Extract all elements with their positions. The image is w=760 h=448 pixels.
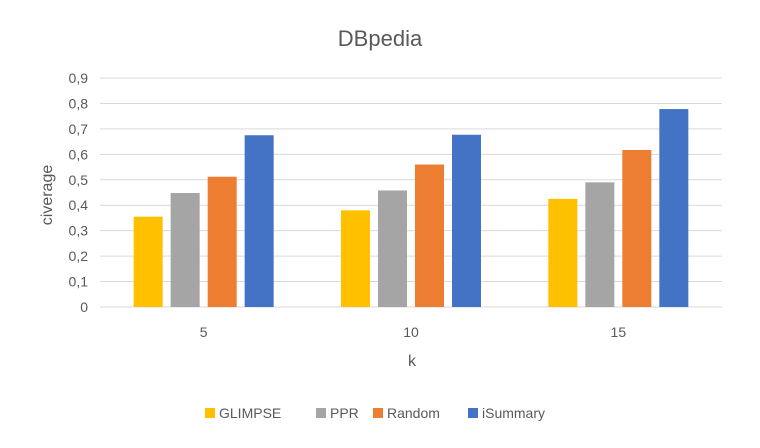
y-tick-label: 0,7: [69, 121, 89, 137]
x-tick-label: 5: [200, 324, 208, 340]
y-tick-label: 0,1: [69, 274, 89, 290]
legend-label: PPR: [330, 405, 359, 421]
y-tick-label: 0,3: [69, 223, 89, 239]
bar-isummary-15: [659, 109, 689, 307]
y-tick-label: 0,8: [69, 95, 89, 111]
bar-glimpse-15: [548, 198, 578, 307]
x-axis-label: k: [408, 353, 417, 370]
y-tick-label: 0,6: [69, 146, 89, 162]
y-tick-label: 0,4: [69, 197, 89, 213]
y-tick-label: 0,9: [69, 70, 89, 86]
y-tick-label: 0,2: [69, 248, 89, 264]
legend-swatch: [316, 408, 326, 418]
bar-ppr-15: [585, 182, 615, 307]
bar-isummary-5: [244, 135, 274, 307]
bar-random-5: [207, 176, 237, 307]
legend-label: Random: [387, 405, 440, 421]
bar-isummary-10: [452, 134, 481, 307]
legend-swatch: [468, 408, 478, 418]
legend-label: iSummary: [482, 405, 545, 421]
chart-title: DBpedia: [338, 26, 423, 51]
x-tick-label: 10: [403, 324, 419, 340]
gridlines: [100, 77, 722, 308]
bar-ppr-10: [378, 190, 407, 307]
bar-random-15: [622, 150, 652, 307]
bar-ppr-5: [170, 193, 200, 307]
x-axis-ticks: 5 10 15: [200, 324, 627, 340]
bar-random-10: [415, 164, 444, 307]
y-axis-ticks: 0 0,1 0,2 0,3 0,4 0,5 0,6 0,7 0,8 0,9: [69, 70, 89, 315]
legend-swatch: [205, 408, 215, 418]
y-tick-label: 0: [80, 299, 88, 315]
legend: GLIMPSE PPR Random iSummary: [205, 405, 545, 421]
bar-glimpse-5: [133, 216, 163, 307]
y-axis-label: civerage: [39, 165, 56, 226]
legend-swatch: [373, 408, 383, 418]
legend-label: GLIMPSE: [219, 405, 281, 421]
x-tick-label: 15: [611, 324, 627, 340]
y-tick-label: 0,5: [69, 172, 89, 188]
bar-glimpse-10: [341, 210, 370, 307]
bars: [133, 109, 689, 307]
